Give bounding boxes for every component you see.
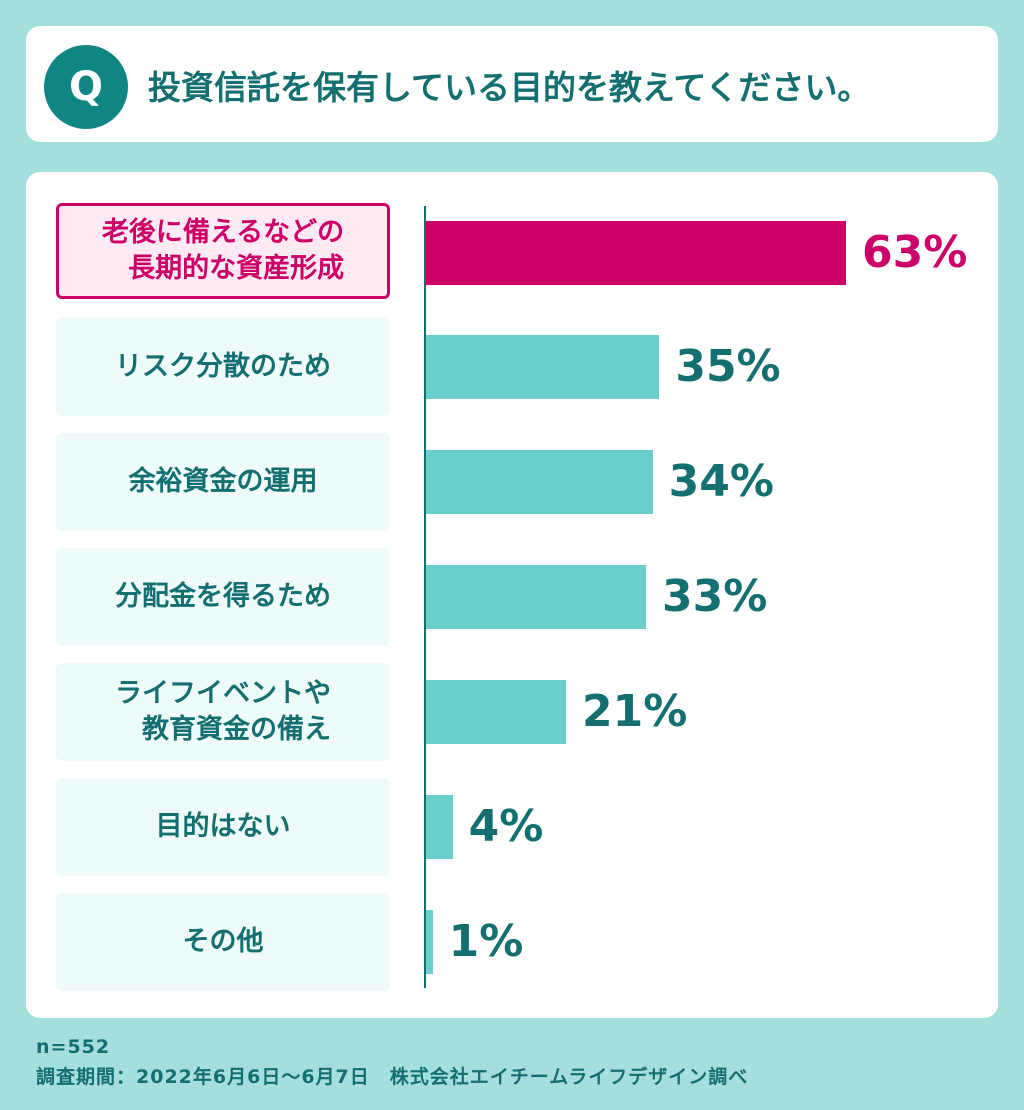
question-text: 投資信託を保有している目的を教えてください。 (148, 68, 871, 107)
value-label: 35% (675, 341, 781, 392)
category-box: その他 (56, 893, 390, 991)
category-box: 目的はない (56, 778, 390, 876)
category-box: 分配金を得るため (56, 548, 390, 646)
bar (426, 565, 646, 629)
question-badge: Q (44, 45, 128, 129)
category-label: 余裕資金の運用 (128, 466, 318, 497)
category-label: リスク分散のため (115, 351, 331, 382)
value-label: 4% (468, 801, 544, 852)
value-label: 63% (862, 227, 968, 278)
value-label: 33% (662, 571, 768, 622)
question-card (26, 26, 998, 142)
category-box: 余裕資金の運用 (56, 433, 390, 531)
sample-size: n=552 (36, 1036, 111, 1058)
value-label: 34% (668, 456, 774, 507)
bar (426, 795, 453, 859)
category-box: 老後に備えるなどの 長期的な資産形成 (56, 203, 390, 299)
value-label: 1% (448, 916, 524, 967)
bar (426, 335, 660, 399)
axis-line (424, 206, 426, 988)
category-label: 目的はない (155, 811, 291, 842)
bar (426, 221, 846, 285)
value-label: 21% (582, 686, 688, 737)
category-label: ライフイベントや 教育資金の備え (115, 678, 331, 745)
survey-source: 調査期間：2022年6月6日～6月7日 株式会社エイチームライフデザイン調べ (36, 1066, 749, 1088)
category-label: その他 (182, 926, 264, 957)
bar (426, 450, 653, 514)
category-label: 老後に備えるなどの 長期的な資産形成 (101, 217, 345, 284)
bar (426, 910, 433, 974)
category-box: ライフイベントや 教育資金の備え (56, 663, 390, 761)
category-box: リスク分散のため (56, 318, 390, 416)
category-label: 分配金を得るため (115, 581, 331, 612)
bar (426, 680, 566, 744)
